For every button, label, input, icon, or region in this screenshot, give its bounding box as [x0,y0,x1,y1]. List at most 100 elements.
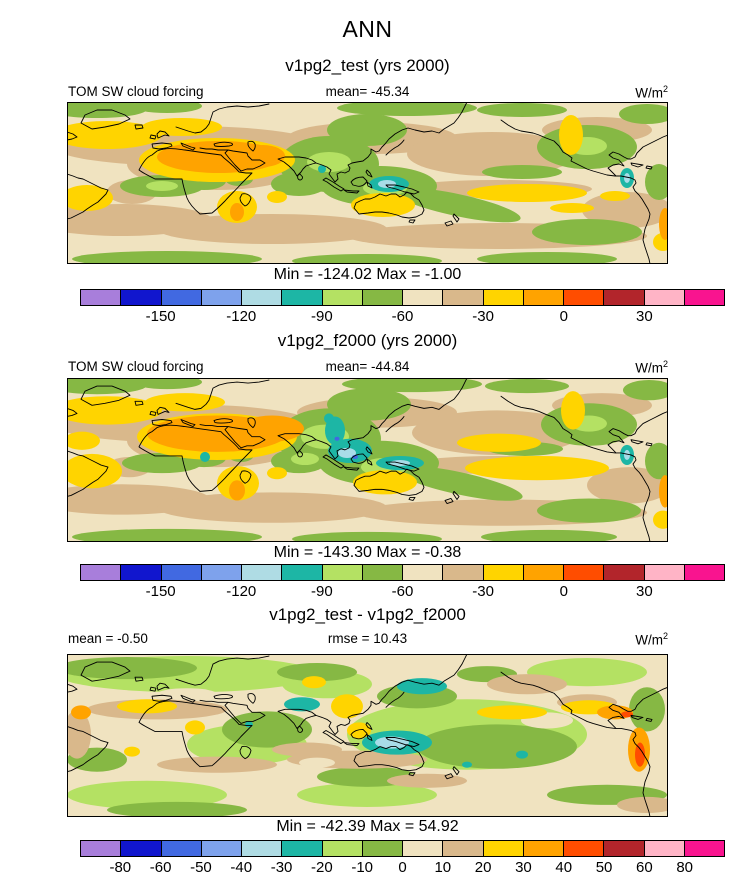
colorbar-segment [522,565,563,580]
colorbar-tick-label: -60 [149,859,172,876]
panel3-rmse-label: rmse = 10.43 [327,631,408,646]
panel2-variable-label: TOM SW cloud forcing [68,359,204,374]
colorbar-strip [80,289,725,306]
panel3-title: v1pg2_test - v1pg2_f2000 [269,605,466,624]
colorbar-segment [402,841,443,856]
colorbar-tick-label: -150 [145,308,176,325]
panel3-header: mean = -0.50 rmse = 10.43 W/m2 [67,631,668,648]
panel1-mean-label: mean= -45.34 [325,84,410,99]
panel1-header: TOM SW cloud forcing mean= -45.34 W/m2 [67,84,668,101]
colorbar-segment [120,565,161,580]
colorbar-segment [563,565,604,580]
colorbar-tick-label: -80 [109,859,132,876]
colorbar-segment [603,565,644,580]
colorbar-tick-label: 30 [636,308,653,325]
colorbar-ticks: -150 -120 -90 -60 -30 0 30 [80,581,725,601]
season-title: ANN [342,16,393,42]
colorbar-segment [241,841,282,856]
colorbar-segment [683,565,724,580]
colorbar-segment [522,290,563,305]
colorbar-segment [81,841,121,856]
colorbar-tick-label: -60 [391,308,414,325]
panel3-units-label: W/m2 [635,631,668,648]
panel1-title: v1pg2_test (yrs 2000) [285,56,450,75]
map-panel-1-svg [67,102,668,264]
colorbar-segment [361,290,402,305]
colorbar-tick-label: -150 [145,583,176,600]
colorbar-tick-label: 0 [559,583,568,600]
panel2-units-label: W/m2 [635,359,668,376]
colorbar-segment [482,841,523,856]
colorbar-segment [442,565,483,580]
colorbar-ticks: -80 -60 -50 -40 -30 -20 -10 0 10 20 30 40 50 60 80 [80,857,725,877]
colorbar-segment [563,841,604,856]
panel2-header: TOM SW cloud forcing mean= -44.84 W/m2 [67,359,668,376]
colorbar-tick-label: -90 [311,308,333,325]
colorbar-segment [281,290,322,305]
panel2-title: v1pg2_f2000 (yrs 2000) [277,331,458,350]
colorbar-segment [160,565,201,580]
colorbar-segment [160,290,201,305]
panel3-minmax: Min = -42.39 Max = 54.92 [276,818,459,835]
colorbar-tick-label: 80 [676,859,694,876]
colorbar-tick-label: -120 [226,583,257,600]
colorbar-segment [683,290,724,305]
panel2-minmax: Min = -143.30 Max = -0.38 [273,544,462,561]
colorbar-segment [241,290,282,305]
colorbar-tick-label: -60 [391,583,414,600]
colorbar-tick-label: 0 [398,859,407,876]
colorbar-tick-label: 60 [636,859,653,876]
colorbar-segment [200,290,241,305]
panel1-colorbar: -150 -120 -90 -60 -30 0 30 [80,289,725,326]
colorbar-tick-label: -20 [311,859,333,876]
colorbar-segment [482,565,523,580]
colorbar-segment [603,841,644,856]
colorbar-segment [683,841,724,856]
panel3-colorbar: -80 -60 -50 -40 -30 -20 -10 0 10 20 30 40 50 60 80 [80,840,725,877]
map-panel-2 [67,378,668,542]
colorbar-segment [321,841,362,856]
colorbar-segment [402,565,443,580]
colorbar-strip [80,840,725,857]
map-panel-3-svg [67,654,668,817]
colorbar-segment [643,290,684,305]
colorbar-segment [402,290,443,305]
colorbar-tick-label: -40 [230,859,253,876]
colorbar-segment [361,565,402,580]
colorbar-tick-label: -90 [311,583,333,600]
colorbar-strip [80,564,725,581]
colorbar-segment [120,290,161,305]
colorbar-segment [81,565,121,580]
panel1-minmax: Min = -124.02 Max = -1.00 [273,266,462,283]
colorbar-segment [643,841,684,856]
colorbar-segment [120,841,161,856]
colorbar-segment [281,841,322,856]
colorbar-tick-label: 50 [595,859,613,876]
map-panel-1 [67,102,668,264]
panel1-variable-label: TOM SW cloud forcing [68,84,204,99]
colorbar-segment [482,290,523,305]
colorbar-ticks: -150 -120 -90 -60 -30 0 30 [80,306,725,326]
map-panel-3 [67,654,668,817]
colorbar-tick-label: -120 [226,308,257,325]
colorbar-tick-label: 0 [559,308,568,325]
colorbar-segment [643,565,684,580]
colorbar-segment [160,841,201,856]
colorbar-segment [563,290,604,305]
colorbar-segment [81,290,121,305]
colorbar-tick-label: -50 [190,859,212,876]
colorbar-segment [361,841,402,856]
map-panel-2-svg [67,378,668,542]
colorbar-segment [200,841,241,856]
colorbar-tick-label: 10 [434,859,452,876]
colorbar-segment [200,565,241,580]
colorbar-tick-label: 30 [636,583,653,600]
panel2-mean-label: mean= -44.84 [325,359,410,374]
colorbar-tick-label: -10 [351,859,374,876]
colorbar-segment [321,565,362,580]
colorbar-segment [241,565,282,580]
colorbar-tick-label: -30 [270,859,293,876]
panel1-units-label: W/m2 [635,84,668,101]
colorbar-tick-label: -30 [472,308,494,325]
